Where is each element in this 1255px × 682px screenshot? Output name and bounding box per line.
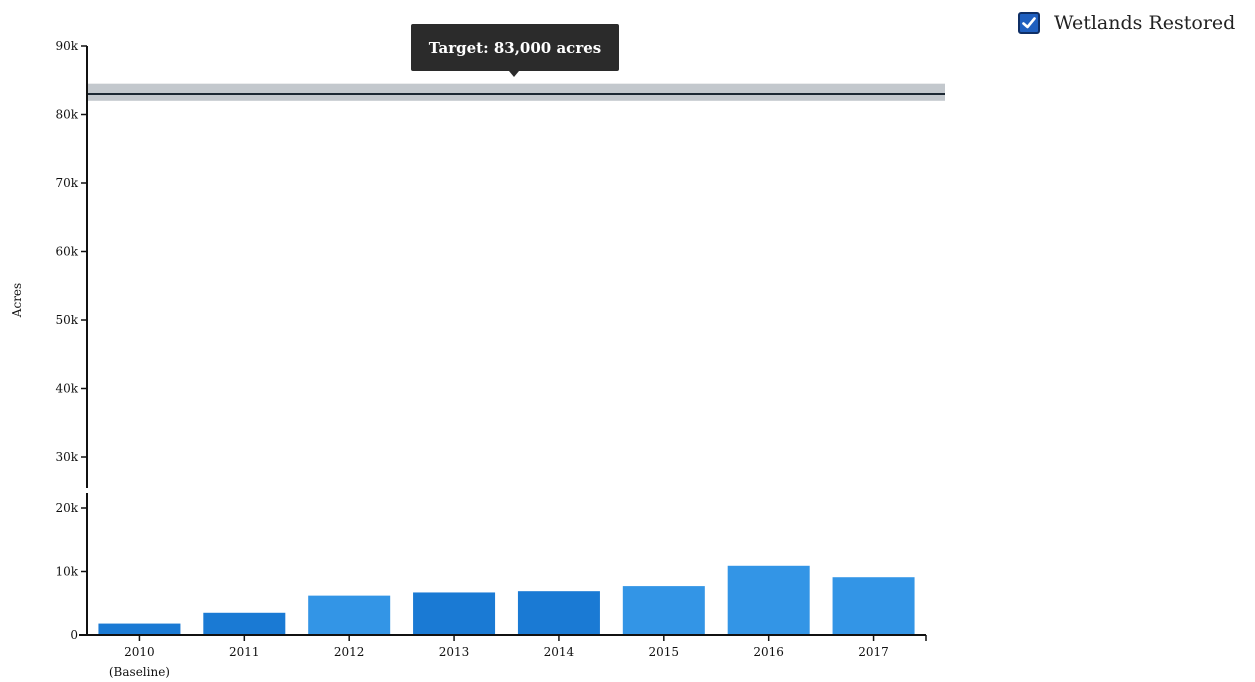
x-tick-label: 2017 (858, 645, 889, 659)
bar-2016[interactable] (727, 565, 810, 635)
bar-2010[interactable] (98, 623, 181, 635)
bar-2011[interactable] (203, 612, 286, 635)
tooltip-arrow (509, 71, 519, 77)
x-tick-label: 2015 (649, 645, 680, 659)
x-tick-label: 2013 (439, 645, 470, 659)
x-tick-label: 2016 (753, 645, 784, 659)
checkbox[interactable] (1018, 12, 1040, 34)
target-tooltip: Target: 83,000 acres (411, 24, 619, 77)
target-band (87, 83, 945, 101)
y-tick-label: 80k (55, 108, 78, 122)
axes-layer: 30k 40k 50k 60k 70k 80k 90k 0 10k 20k 2010 (Baselin… (55, 39, 927, 679)
y-tick-label: 0 (70, 628, 78, 642)
bar-2015[interactable] (622, 586, 705, 635)
y-tick-label: 20k (55, 501, 78, 515)
bar-2012[interactable] (308, 595, 391, 635)
checkmark-icon (1022, 17, 1036, 29)
bar-2017[interactable] (832, 577, 915, 635)
x-tick-sublabel: (Baseline) (109, 665, 170, 679)
y-axis-label: Acres (10, 283, 24, 318)
y-tick-label: 90k (55, 39, 78, 53)
bar-2013[interactable] (413, 592, 496, 635)
x-tick-label: 2014 (544, 645, 575, 659)
y-tick-label: 70k (55, 176, 78, 190)
x-tick-label: 2011 (229, 645, 260, 659)
x-tick-label: 2010 (124, 645, 155, 659)
x-tick-label: 2012 (334, 645, 365, 659)
y-tick-label: 30k (55, 450, 78, 464)
y-tick-label: 10k (55, 565, 78, 579)
legend-label: Wetlands Restored (1054, 12, 1236, 34)
target-layer (87, 83, 945, 101)
y-tick-label: 40k (55, 382, 78, 396)
bars-layer (98, 565, 915, 635)
tooltip-text: Target: 83,000 acres (428, 38, 602, 57)
y-tick-label: 50k (55, 313, 78, 327)
y-tick-label: 60k (55, 245, 78, 259)
legend-item-wetlands-restored[interactable]: Wetlands Restored (1018, 12, 1235, 34)
bar-2014[interactable] (517, 591, 600, 635)
